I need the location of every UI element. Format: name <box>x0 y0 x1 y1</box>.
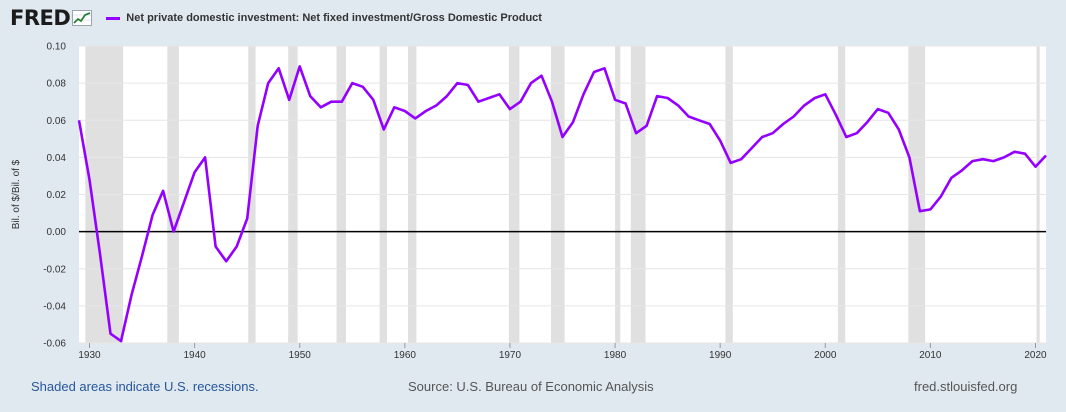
trend-chart-icon <box>72 10 93 26</box>
legend: Net private domestic investment: Net fix… <box>106 12 542 24</box>
y-tick-label: 0.10 <box>47 42 67 53</box>
y-tick-label: 0.06 <box>47 116 67 127</box>
x-tick-label: 2010 <box>919 350 942 361</box>
line-chart: -0.06-0.04-0.020.000.020.040.060.080.10 … <box>11 42 1047 362</box>
x-tick-label: 1950 <box>289 350 312 361</box>
x-tick-label: 2020 <box>1024 350 1047 361</box>
legend-series-label: Net private domestic investment: Net fix… <box>126 12 542 24</box>
site-link[interactable]: fred.stlouisfed.org <box>914 379 1018 394</box>
source-note[interactable]: Source: U.S. Bureau of Economic Analysis <box>408 379 654 394</box>
fred-logo[interactable]: FRED <box>10 6 93 30</box>
x-axis-ticks: 1930 1940 1950 1960 1970 1980 1990 2000 2010 2020 <box>78 343 1047 361</box>
y-tick-label: -0.06 <box>43 339 66 350</box>
recession-note: Shaded areas indicate U.S. recessions. <box>31 379 259 394</box>
x-tick-label: 1940 <box>183 350 206 361</box>
gridlines <box>79 45 1046 344</box>
y-tick-label: -0.02 <box>43 264 66 275</box>
chart-header: FRED Net private domestic investment: Ne… <box>10 6 542 30</box>
x-tick-label: 1980 <box>604 350 627 361</box>
x-tick-label: 1930 <box>78 350 101 361</box>
fred-logo-text: FRED <box>10 6 71 30</box>
y-tick-label: 0.08 <box>47 79 67 90</box>
series-lines <box>77 65 1047 343</box>
x-tick-label: 1990 <box>709 350 732 361</box>
y-tick-label: 0.04 <box>47 153 67 164</box>
x-tick-label: 1970 <box>499 350 522 361</box>
y-tick-label: 0.02 <box>47 190 67 201</box>
x-tick-label: 2000 <box>814 350 837 361</box>
legend-swatch <box>106 16 121 20</box>
x-tick-label: 1960 <box>394 350 417 361</box>
y-tick-label: -0.04 <box>43 301 66 312</box>
y-axis-label: Bil. of $/Bil. of $ <box>11 159 22 229</box>
y-tick-label: 0.00 <box>47 227 67 238</box>
y-axis-ticks: -0.06 -0.04 -0.02 0.00 0.02 0.04 0.06 0.08 0.10 <box>43 42 66 350</box>
series-line <box>77 65 1047 343</box>
